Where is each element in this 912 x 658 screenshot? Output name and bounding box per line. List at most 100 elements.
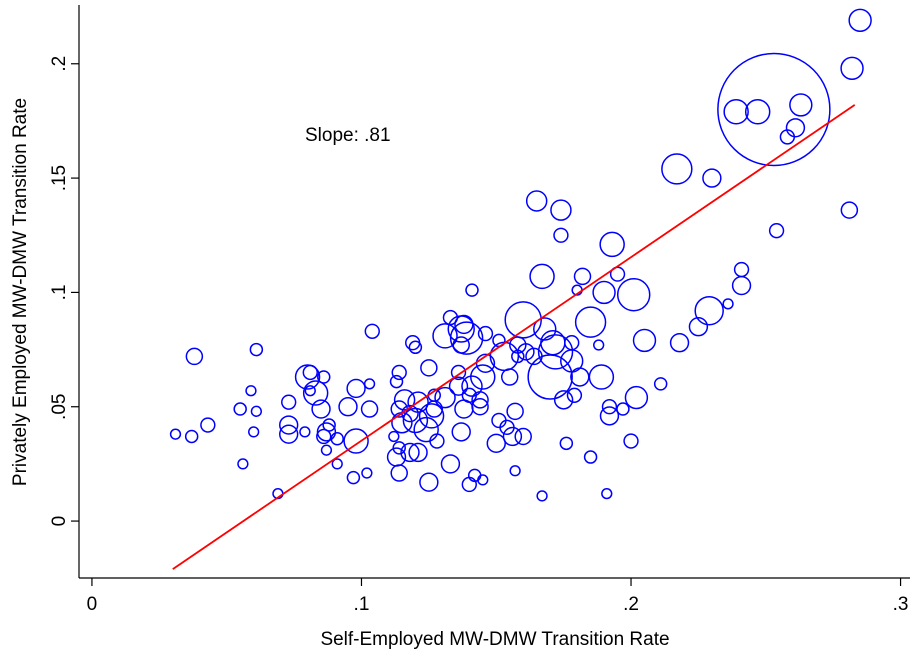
bubble	[185, 347, 204, 366]
bubble	[279, 424, 299, 444]
bubble	[304, 385, 316, 397]
bubble	[454, 314, 474, 335]
bubble	[514, 427, 532, 446]
bubble	[553, 227, 569, 243]
bubble	[316, 422, 337, 442]
bubble	[723, 99, 749, 125]
bubble	[471, 397, 489, 416]
bubble	[477, 474, 489, 486]
bubble	[346, 470, 361, 485]
bubble	[744, 99, 771, 125]
bubble	[402, 407, 429, 434]
bubble	[573, 267, 592, 286]
bubble	[731, 275, 752, 296]
bubble	[722, 298, 734, 310]
bubble	[623, 433, 639, 449]
bubble	[848, 8, 872, 33]
bubble	[789, 93, 813, 117]
bubble	[346, 378, 366, 399]
bubble	[393, 389, 416, 411]
bubble	[504, 301, 542, 339]
bubble	[477, 325, 494, 342]
y-tick-label: .05	[49, 394, 70, 420]
bubble	[601, 399, 618, 415]
bubble	[506, 402, 524, 421]
fit-line	[172, 104, 856, 570]
bubble	[250, 405, 263, 417]
bubble	[316, 370, 331, 384]
bubble	[447, 315, 475, 343]
bubble	[440, 454, 461, 474]
bubble	[785, 118, 806, 138]
bubble	[316, 428, 332, 445]
bubble	[553, 390, 574, 410]
bubble	[237, 458, 249, 470]
bubble	[768, 223, 785, 239]
bubble	[527, 354, 573, 400]
y-tick-label: .15	[49, 165, 70, 191]
bubble	[702, 168, 722, 188]
bubble	[779, 129, 796, 145]
bubble	[392, 441, 406, 455]
y-tick-label: 0	[49, 516, 70, 527]
bubble	[360, 400, 379, 418]
x-tick-label: 0	[87, 594, 98, 615]
bubble	[616, 277, 651, 312]
bubble	[601, 487, 613, 500]
bubble	[461, 375, 483, 397]
bubble	[169, 428, 182, 440]
bubble	[452, 336, 470, 354]
bubble	[540, 329, 566, 356]
bubble	[361, 467, 373, 479]
bubble	[491, 412, 507, 429]
bubble	[465, 283, 479, 297]
bubble	[245, 385, 257, 397]
bubble	[450, 364, 467, 381]
bubble	[599, 406, 620, 426]
bubble	[442, 309, 459, 326]
bubble	[249, 342, 264, 357]
bubble	[408, 340, 423, 355]
bubble	[536, 490, 548, 502]
y-axis-label: Privately Employed MW-DMW Transition Rat…	[10, 98, 31, 486]
bubble	[200, 417, 216, 433]
bubble	[624, 385, 649, 410]
bubble	[451, 422, 471, 442]
bubble	[184, 429, 199, 444]
bubble	[509, 465, 521, 477]
y-tick-label: .1	[49, 284, 70, 300]
x-tick-label: .1	[354, 594, 370, 615]
bubble	[448, 376, 469, 396]
bubble	[574, 306, 607, 338]
bubble	[302, 364, 318, 381]
bubble	[525, 190, 548, 212]
bubble	[390, 464, 408, 482]
bubble	[588, 364, 615, 390]
bubble	[840, 56, 864, 81]
bubble	[343, 428, 369, 454]
bubble	[537, 334, 574, 370]
bubble	[248, 426, 260, 438]
bubble	[489, 341, 520, 372]
bubble	[593, 339, 605, 351]
bubble	[470, 364, 496, 390]
bubble	[632, 328, 657, 353]
bubble	[400, 442, 420, 463]
bubble	[281, 394, 297, 410]
bubble	[688, 317, 709, 337]
bubble	[413, 416, 439, 443]
bubble	[429, 433, 445, 449]
bubble	[502, 426, 523, 447]
bubble	[566, 387, 583, 403]
bubble	[570, 367, 590, 387]
bubble	[529, 263, 555, 290]
x-tick-label: .2	[623, 594, 639, 615]
x-tick-label: .3	[893, 594, 909, 615]
bubble	[486, 433, 506, 454]
bubble	[449, 321, 484, 355]
bubble	[669, 333, 690, 353]
bubble	[840, 201, 859, 219]
bubble	[616, 402, 630, 416]
x-axis-label: Self-Employed MW-DMW Transition Rate	[320, 629, 669, 650]
bubble	[320, 444, 333, 456]
